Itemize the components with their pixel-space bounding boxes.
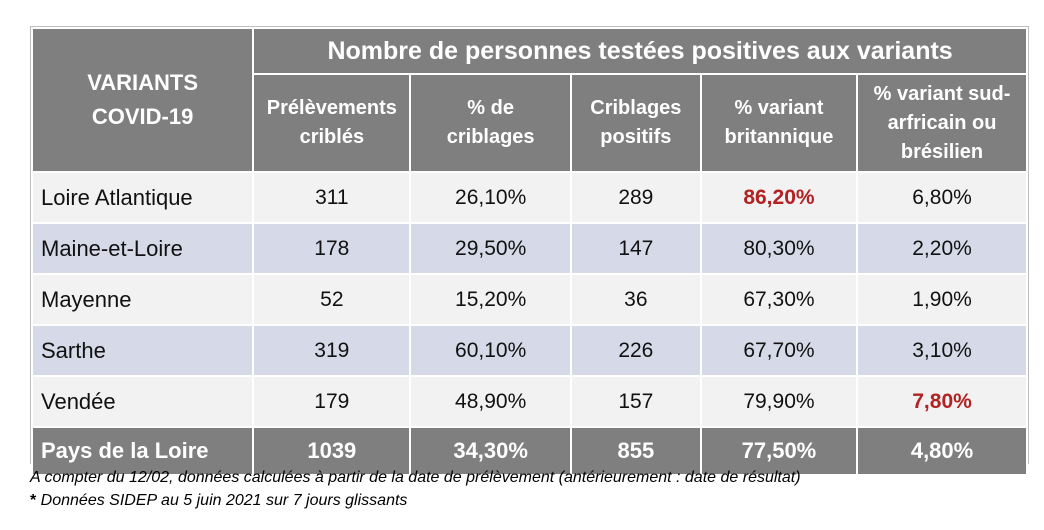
- column-header-pct-criblages: % de criblages: [409, 73, 572, 173]
- column-header-line: criblages: [446, 126, 535, 148]
- column-header-line: % variant: [734, 97, 824, 119]
- value-cell: 80,30%: [699, 222, 859, 275]
- value-cell: 15,20%: [409, 273, 572, 326]
- value-cell: 157: [569, 375, 702, 428]
- table-row: Loire Atlantique 311 26,10% 289 86,20% 6…: [30, 171, 1028, 224]
- value-cell: 179: [252, 375, 412, 428]
- value-cell: 79,90%: [699, 375, 859, 428]
- table-row: Mayenne 52 15,20% 36 67,30% 1,90%: [30, 273, 1028, 326]
- column-header-criblages-positifs: Criblages positifs: [569, 73, 702, 173]
- value-cell: 6,80%: [856, 171, 1028, 224]
- total-value-cell: 4,80%: [856, 426, 1028, 476]
- variants-table-container: VARIANTS COVID-19 Nombre de personnes te…: [30, 26, 1029, 476]
- value-cell: 226: [569, 324, 702, 377]
- total-region-cell: Pays de la Loire: [30, 426, 255, 476]
- total-row: Pays de la Loire 1039 34,30% 855 77,50% …: [30, 426, 1028, 476]
- region-cell: Sarthe: [30, 324, 255, 377]
- region-cell: Mayenne: [30, 273, 255, 326]
- footnote-source: * Données SIDEP au 5 juin 2021 sur 7 jou…: [30, 489, 801, 512]
- value-cell: 67,70%: [699, 324, 859, 377]
- column-header-variant-britannique: % variant britannique: [699, 73, 859, 173]
- group-header: Nombre de personnes testées positives au…: [252, 27, 1028, 75]
- footnote-star: *: [30, 492, 37, 509]
- footnotes: A compter du 12/02, données calculées à …: [30, 466, 801, 512]
- footnote-source-text: Données SIDEP au 5 juin 2021 sur 7 jours…: [36, 492, 408, 509]
- value-cell: 3,10%: [856, 324, 1028, 377]
- value-cell-highlight: 86,20%: [699, 171, 859, 224]
- variants-table: VARIANTS COVID-19 Nombre de personnes te…: [30, 27, 1028, 476]
- region-cell: Maine-et-Loire: [30, 222, 255, 275]
- total-value-cell: 1039: [252, 426, 412, 476]
- total-value-cell: 855: [569, 426, 702, 476]
- corner-header-line: COVID-19: [91, 104, 194, 129]
- column-header-line: % de: [467, 97, 514, 119]
- value-cell: 52: [252, 273, 412, 326]
- value-cell: 178: [252, 222, 412, 275]
- value-cell: 26,10%: [409, 171, 572, 224]
- value-cell: 289: [569, 171, 702, 224]
- column-header-line: britannique: [724, 126, 834, 148]
- value-cell-highlight: 7,80%: [856, 375, 1028, 428]
- footnote-calculation: A compter du 12/02, données calculées à …: [30, 469, 801, 486]
- value-cell: 311: [252, 171, 412, 224]
- table-row: Sarthe 319 60,10% 226 67,70% 3,10%: [30, 324, 1028, 377]
- total-value-cell: 34,30%: [409, 426, 572, 476]
- value-cell: 2,20%: [856, 222, 1028, 275]
- value-cell: 319: [252, 324, 412, 377]
- value-cell: 29,50%: [409, 222, 572, 275]
- region-cell: Vendée: [30, 375, 255, 428]
- column-header-line: % variant sud-: [873, 82, 1011, 105]
- column-header-line: brésilien: [900, 140, 984, 163]
- value-cell: 67,30%: [699, 273, 859, 326]
- value-cell: 1,90%: [856, 273, 1028, 326]
- value-cell: 147: [569, 222, 702, 275]
- table-row: Maine-et-Loire 178 29,50% 147 80,30% 2,2…: [30, 222, 1028, 275]
- value-cell: 60,10%: [409, 324, 572, 377]
- corner-header: VARIANTS COVID-19: [30, 27, 255, 173]
- column-header-line: Prélèvements: [266, 97, 397, 119]
- column-header-line: arfricain ou: [887, 111, 997, 134]
- value-cell: 36: [569, 273, 702, 326]
- corner-header-line: VARIANTS: [87, 70, 199, 95]
- region-cell: Loire Atlantique: [30, 171, 255, 224]
- column-header-line: positifs: [600, 126, 672, 148]
- total-value-cell: 77,50%: [699, 426, 859, 476]
- table-row: Vendée 179 48,90% 157 79,90% 7,80%: [30, 375, 1028, 428]
- value-cell: 48,90%: [409, 375, 572, 428]
- column-header-prelevements: Prélèvements criblés: [252, 73, 412, 173]
- column-header-line: Criblages: [590, 97, 682, 119]
- column-header-line: criblés: [299, 126, 365, 148]
- column-header-variant-sud-africain: % variant sud- arfricain ou brésilien: [856, 73, 1028, 173]
